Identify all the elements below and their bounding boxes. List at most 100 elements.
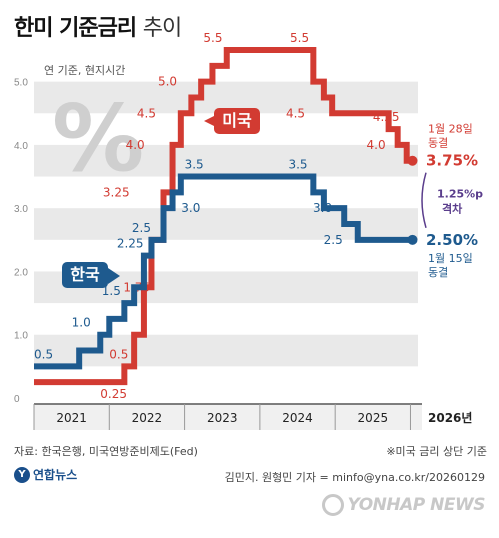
data-label: 4.5 <box>286 106 305 120</box>
y-tick-label: 2.0 <box>14 267 28 278</box>
plateau-dot <box>300 47 306 53</box>
kr-tag-box <box>62 262 108 288</box>
plateau-dot <box>367 110 373 116</box>
data-label: 1.0 <box>72 316 91 330</box>
us-final-marker <box>407 155 418 166</box>
plateau-dot <box>37 363 43 369</box>
plateau-dot <box>75 379 82 385</box>
plateau-dot <box>197 173 203 180</box>
watermark: YONHAP NEWS <box>321 494 486 516</box>
watermark-icon <box>321 494 344 516</box>
plateau-dot <box>184 173 190 180</box>
plateau-dot <box>380 110 386 116</box>
kr-final-note-date: 1월 15일 <box>428 251 473 265</box>
plateau-dot <box>361 237 367 243</box>
y-tick-label: 3.0 <box>14 204 28 215</box>
y-tick-label: 5.0 <box>14 78 28 89</box>
plateau-dot <box>230 47 236 53</box>
x-tick-label: 2021 <box>56 411 87 425</box>
plateau-dot <box>280 173 286 180</box>
data-label: 3.5 <box>185 158 204 172</box>
x-axis-band <box>34 404 422 430</box>
plateau-dot <box>281 47 287 53</box>
plateau-dot <box>293 173 299 180</box>
plateau-dot <box>399 237 405 243</box>
gap-value: 1.25%p <box>437 187 483 200</box>
plateau-dot <box>367 237 373 243</box>
plateau-dot <box>255 47 261 53</box>
plateau-dot <box>203 173 209 180</box>
x-tick-label: 2022 <box>132 411 163 425</box>
title-main: 한미 기준금리 <box>14 16 137 41</box>
plateau-dot <box>262 47 268 53</box>
grid-band <box>34 81 418 114</box>
kr-rate-line <box>34 173 417 370</box>
data-label: 3.5 <box>288 158 307 172</box>
plateau-dot <box>229 173 235 180</box>
plateau-dot <box>236 47 242 53</box>
data-label: 3.25 <box>103 185 130 199</box>
plateau-dot <box>274 47 281 53</box>
data-label: 0.5 <box>109 347 128 361</box>
plateau-dot <box>69 363 75 369</box>
plateau-dot <box>348 110 354 116</box>
credit-line: 김민지. 원형민 기자 = minfo@yna.co.kr/20260129 <box>224 471 485 484</box>
data-label: 5.0 <box>158 75 177 89</box>
plateau-dot <box>286 173 292 180</box>
data-label: 4.5 <box>137 106 156 120</box>
y-tick-label: 0 <box>14 394 20 405</box>
plateau-dot <box>393 237 399 243</box>
y-tick-label: 4.0 <box>14 141 28 152</box>
plateau-dot <box>254 173 260 180</box>
x-tick-label: 2023 <box>207 411 238 425</box>
us-final-note-status: 동결 <box>428 137 448 150</box>
gap-bracket <box>421 172 427 229</box>
data-label: 0.5 <box>34 347 53 361</box>
us-final-note-date: 1월 28일 <box>428 122 473 136</box>
plateau-dot <box>273 173 280 180</box>
plateau-dot <box>88 379 94 385</box>
plateau-dot <box>267 173 273 180</box>
us-tag-pointer <box>204 116 214 126</box>
plateau-dot <box>386 237 392 243</box>
plateau-dot <box>95 379 101 385</box>
plateau-dot <box>69 379 75 385</box>
plateau-dot <box>373 110 380 116</box>
plateau-dot <box>341 110 348 116</box>
plateau-dot <box>305 173 312 180</box>
kr-final-note-status: 동결 <box>428 266 448 279</box>
plateau-dot <box>209 173 216 180</box>
footnote: ※미국 금리 상단 기준 <box>386 445 487 458</box>
plateau-dot <box>248 173 254 180</box>
plateau-dot <box>299 173 305 180</box>
data-label: 3.0 <box>181 201 200 215</box>
unit-note: 연 기준, 현지시간 <box>44 64 125 77</box>
data-label: 4.0 <box>126 138 145 152</box>
data-label: 4.0 <box>367 138 386 152</box>
plateau-dot <box>114 379 120 385</box>
plateau-dot <box>101 379 107 385</box>
agency-logo: Y 연합뉴스 <box>14 466 77 483</box>
data-label: 2.5 <box>324 233 343 247</box>
x-end-label: 2026년 <box>428 411 472 425</box>
plateau-dot <box>37 379 43 385</box>
data-label: 2.5 <box>132 221 151 235</box>
agency-mark-icon: Y <box>14 466 30 483</box>
data-label: 0.25 <box>100 387 127 401</box>
data-label: 3.0 <box>313 201 332 215</box>
plateau-dot <box>354 110 360 116</box>
plateau-dot <box>43 363 50 369</box>
kr-final-marker <box>407 234 418 245</box>
us-tag: 미국 <box>222 111 252 130</box>
plateau-dot <box>287 47 293 53</box>
y-tick-label: 1.0 <box>14 331 28 342</box>
plateau-dot <box>63 379 69 385</box>
plateau-dot <box>190 173 196 180</box>
percent-symbol: % <box>52 85 144 192</box>
kr-final-value: 2.50% <box>426 231 478 249</box>
plateau-dot <box>50 379 56 385</box>
plateau-dot <box>335 110 341 116</box>
plateau-dot <box>43 379 50 385</box>
x-tick-label: 2024 <box>282 411 313 425</box>
us-final-value: 3.75% <box>426 152 478 170</box>
